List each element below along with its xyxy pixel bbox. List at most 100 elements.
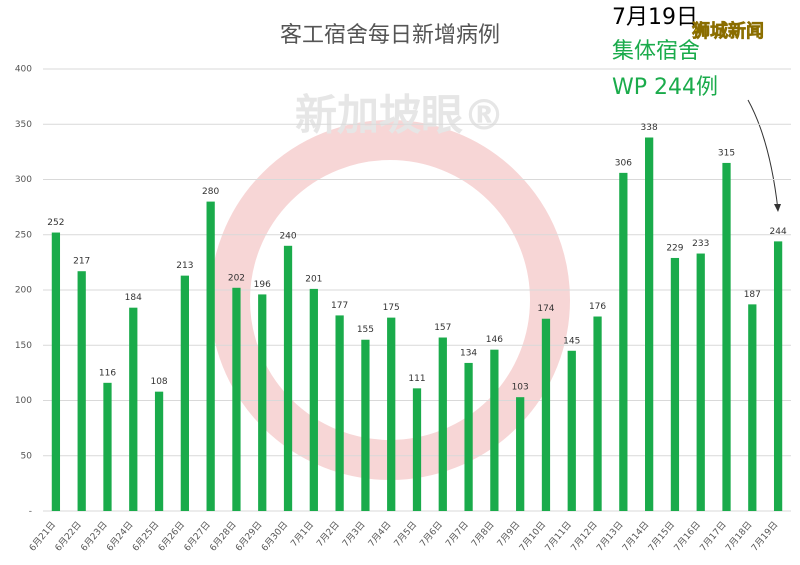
y-tick-label: 400 [15,65,32,75]
x-tick-label: 7月6日 [418,519,445,549]
value-label: 155 [357,325,374,335]
value-label: 176 [589,302,606,312]
x-tick-label: 7月10日 [517,519,548,553]
bar [206,201,215,511]
x-tick-label: 7月13日 [595,519,626,553]
x-tick-label: 7月15日 [646,519,677,553]
value-label: 315 [718,148,735,158]
watermark: 狮城新闻 [692,20,764,42]
x-tick-label: 7月16日 [672,519,703,553]
bar [309,288,318,511]
bar [567,350,576,511]
bar [464,362,473,511]
bar [180,275,189,511]
annotation-arrow [747,99,779,211]
x-tick-label: 6月23日 [79,519,110,553]
y-tick-label: 100 [15,396,32,406]
value-label: 244 [770,227,787,237]
x-tick-label: 7月14日 [620,519,651,553]
x-tick-label: 6月29日 [233,519,264,553]
x-tick-label: 6月26日 [156,519,187,553]
x-tick-label: 6月24日 [104,519,135,553]
value-label: 306 [615,158,632,168]
value-label: 196 [254,280,271,290]
x-tick-label: 7月7日 [443,519,470,549]
bar [258,294,267,511]
value-label: 111 [408,374,425,384]
x-tick-label: 7月4日 [366,519,393,549]
bar [490,349,499,511]
x-tick-label: 6月27日 [182,519,213,553]
annotation-arrowhead [774,204,781,212]
value-label: 145 [563,336,580,346]
chart-title: 客工宿舍每日新增病例 [280,23,500,48]
x-tick-label: 7月12日 [569,519,600,553]
value-label: 233 [692,239,709,249]
value-label: 157 [434,323,451,333]
x-tick-label: 7月3日 [340,519,367,549]
value-label: 187 [744,290,761,300]
annotation: WP 244例 [612,75,718,100]
y-tick-label: 300 [15,175,32,185]
y-tick-label: 200 [15,286,32,296]
y-tick-label: - [29,507,32,517]
value-label: 116 [99,368,116,378]
bar [387,317,396,511]
value-label: 184 [125,293,142,303]
value-label: 202 [228,273,245,283]
x-tick-label: 7月1日 [289,519,316,549]
value-label: 174 [537,304,554,314]
bar [154,391,164,511]
y-tick-label: 150 [15,341,32,351]
value-label: 177 [331,301,348,311]
y-tick-label: 250 [15,230,32,240]
bar [77,271,86,511]
bar [722,162,731,512]
x-tick-label: 7月19日 [749,519,780,553]
bar [361,339,370,511]
x-tick-label: 7月9日 [495,519,522,549]
annotation: 7月19日 [612,5,698,30]
bar [696,253,705,511]
bar [593,316,602,511]
value-label: 229 [666,243,683,253]
x-tick-label: 6月21日 [27,519,58,553]
value-label: 240 [279,231,296,241]
bar [232,287,241,511]
annotation: 集体宿舍 [612,39,700,64]
x-tick-label: 6月30日 [259,519,290,553]
bar [51,232,61,512]
x-tick-label: 7月18日 [723,519,754,553]
value-label: 213 [176,261,193,271]
x-tick-label: 6月28日 [208,519,239,553]
bar [438,337,447,511]
bar [412,388,422,511]
bar [283,245,293,512]
x-tick-label: 7月8日 [469,519,496,549]
bar [619,172,628,511]
value-label: 108 [150,377,167,387]
value-label: 103 [512,383,529,393]
x-tick-label: 7月17日 [698,519,729,553]
bar [103,382,112,511]
y-tick-label: 350 [15,120,32,130]
x-tick-label: 7月11日 [543,519,574,553]
x-tick-label: 6月22日 [53,519,84,553]
bar [748,304,757,511]
bar [541,318,551,511]
y-tick-label: 50 [21,451,33,461]
x-tick-label: 7月5日 [392,519,419,549]
value-label: 175 [383,303,400,313]
bar [129,307,138,511]
value-label: 134 [460,348,477,358]
bar [670,257,680,511]
value-label: 252 [47,218,64,228]
value-label: 338 [641,123,658,133]
value-label: 146 [486,335,503,345]
value-label: 201 [305,274,322,284]
x-tick-label: 6月25日 [130,519,161,553]
value-label: 217 [73,257,90,267]
bar [335,315,344,511]
value-label: 280 [202,187,219,197]
